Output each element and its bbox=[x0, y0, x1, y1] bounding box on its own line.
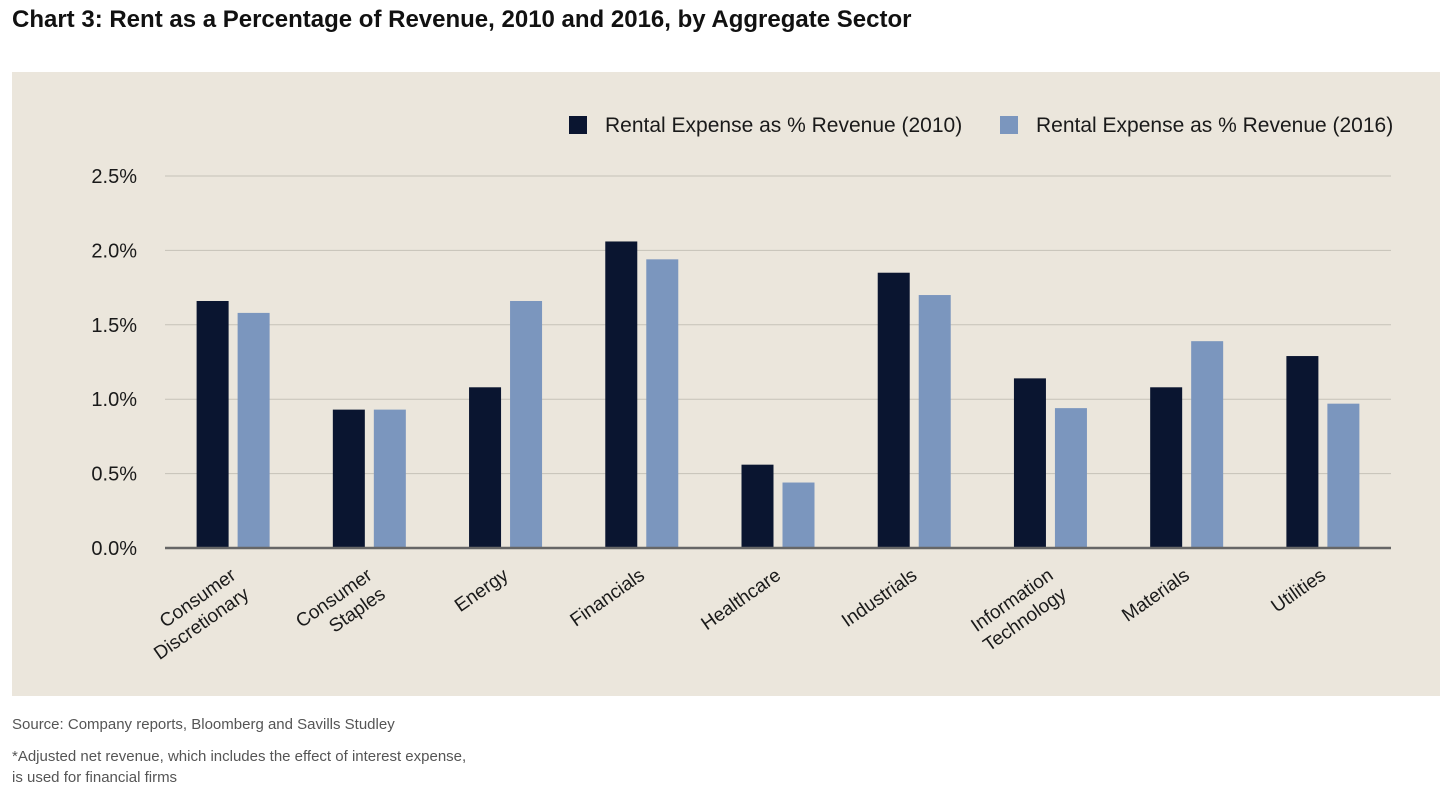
legend-label-2016: Rental Expense as % Revenue (2016) bbox=[1036, 114, 1393, 137]
legend-label-2010: Rental Expense as % Revenue (2010) bbox=[605, 114, 962, 137]
bar-2016 bbox=[918, 295, 951, 548]
y-tick-label: 2.0% bbox=[91, 240, 137, 262]
x-tick-label-line: Financials bbox=[567, 565, 649, 631]
x-tick-label-line: Energy bbox=[451, 565, 513, 617]
x-axis-labels: ConsumerDiscretionary ConsumerStaples Ener… bbox=[137, 565, 1330, 665]
x-tick-label: Financials bbox=[567, 565, 649, 631]
bar-2016 bbox=[1327, 403, 1360, 548]
page-title: Chart 3: Rent as a Percentage of Revenue… bbox=[12, 6, 912, 33]
bar-chart: 0.0% 0.5% 1.0% 1.5% 2.0% 2.5% ConsumerDiscret… bbox=[91, 114, 1393, 665]
y-tick-label: 0.5% bbox=[91, 464, 137, 486]
x-tick-label: Energy bbox=[451, 565, 513, 617]
bar-2010 bbox=[469, 387, 502, 548]
y-tick-label: 0.0% bbox=[91, 538, 137, 560]
x-tick-label-line: Healthcare bbox=[698, 565, 785, 635]
bar-2010 bbox=[1150, 387, 1183, 548]
x-tick-label-line: Materials bbox=[1118, 565, 1193, 626]
x-tick-label: Materials bbox=[1118, 565, 1193, 626]
bars bbox=[196, 241, 1360, 549]
x-tick-label: Healthcare bbox=[698, 565, 785, 635]
x-tick-label: Industrials bbox=[838, 565, 921, 632]
chart-panel: 0.0% 0.5% 1.0% 1.5% 2.0% 2.5% ConsumerDiscret… bbox=[12, 72, 1440, 696]
bar-2010 bbox=[877, 272, 910, 548]
y-tick-label: 2.5% bbox=[91, 166, 137, 188]
x-tick-label: ConsumerDiscretionary bbox=[137, 565, 254, 665]
bar-2016 bbox=[646, 259, 679, 548]
legend: Rental Expense as % Revenue (2010) Rental… bbox=[569, 114, 1393, 137]
source-note: Source: Company reports, Bloomberg and S… bbox=[12, 716, 395, 733]
bar-2016 bbox=[373, 409, 406, 548]
x-tick-label: ConsumerStaples bbox=[292, 565, 390, 652]
bar-2010 bbox=[1286, 356, 1319, 548]
bar-2016 bbox=[1054, 408, 1087, 548]
bar-2016 bbox=[237, 312, 270, 548]
bar-2010 bbox=[741, 464, 774, 548]
bar-2016 bbox=[510, 300, 543, 548]
y-tick-label: 1.5% bbox=[91, 315, 137, 337]
revenue-note: *Adjusted net revenue, which includes th… bbox=[12, 748, 467, 786]
bar-2010 bbox=[605, 241, 638, 549]
y-axis-ticks: 0.0% 0.5% 1.0% 1.5% 2.0% 2.5% bbox=[91, 166, 137, 560]
x-tick-label-line: Industrials bbox=[838, 565, 921, 632]
x-tick-label-line: Utilities bbox=[1268, 565, 1330, 617]
bar-2016 bbox=[1191, 341, 1224, 548]
bar-2010 bbox=[196, 300, 229, 548]
legend-swatch-2016 bbox=[1000, 116, 1018, 134]
bar-2016 bbox=[782, 482, 815, 548]
x-tick-label: Utilities bbox=[1268, 565, 1330, 617]
bar-2010 bbox=[332, 409, 365, 548]
x-tick-label: InformationTechnology bbox=[967, 565, 1071, 656]
gridlines bbox=[165, 175, 1391, 475]
legend-swatch-2010 bbox=[569, 116, 587, 134]
y-tick-label: 1.0% bbox=[91, 389, 137, 411]
bar-2010 bbox=[1013, 378, 1046, 548]
